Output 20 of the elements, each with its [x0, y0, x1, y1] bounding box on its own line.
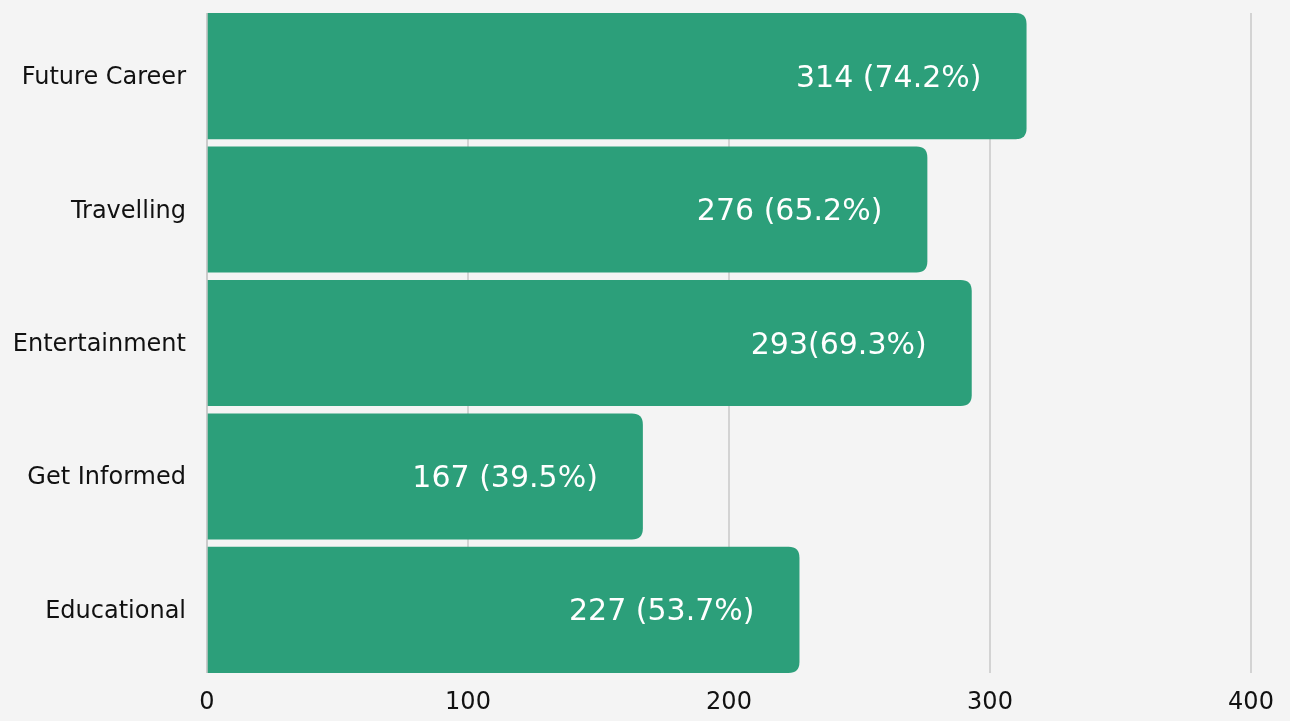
data-label: 293(69.3%)	[750, 325, 927, 361]
x-tick-label: 0	[199, 687, 215, 715]
x-tick-label: 300	[967, 687, 1013, 715]
bar	[207, 413, 643, 540]
bar	[207, 546, 800, 673]
data-label: 167 (39.5%)	[412, 458, 598, 494]
y-tick-label: Future Career	[21, 62, 187, 91]
x-tick-label: 100	[445, 687, 491, 715]
y-tick-label: Travelling	[69, 195, 186, 224]
data-label: 276 (65.2%)	[696, 192, 883, 228]
bar	[207, 146, 928, 273]
y-tick-label: Educational	[45, 595, 186, 624]
y-tick-label: Get Informed	[27, 462, 186, 491]
bar	[207, 279, 972, 407]
x-tick-label: 400	[1228, 687, 1274, 715]
x-tick-label: 200	[706, 687, 752, 715]
data-label: 314 (74.2%)	[796, 58, 982, 94]
y-tick-label: Entertainment	[12, 329, 186, 357]
bar	[207, 13, 1027, 140]
data-label: 227 (53.7%)	[568, 592, 755, 628]
